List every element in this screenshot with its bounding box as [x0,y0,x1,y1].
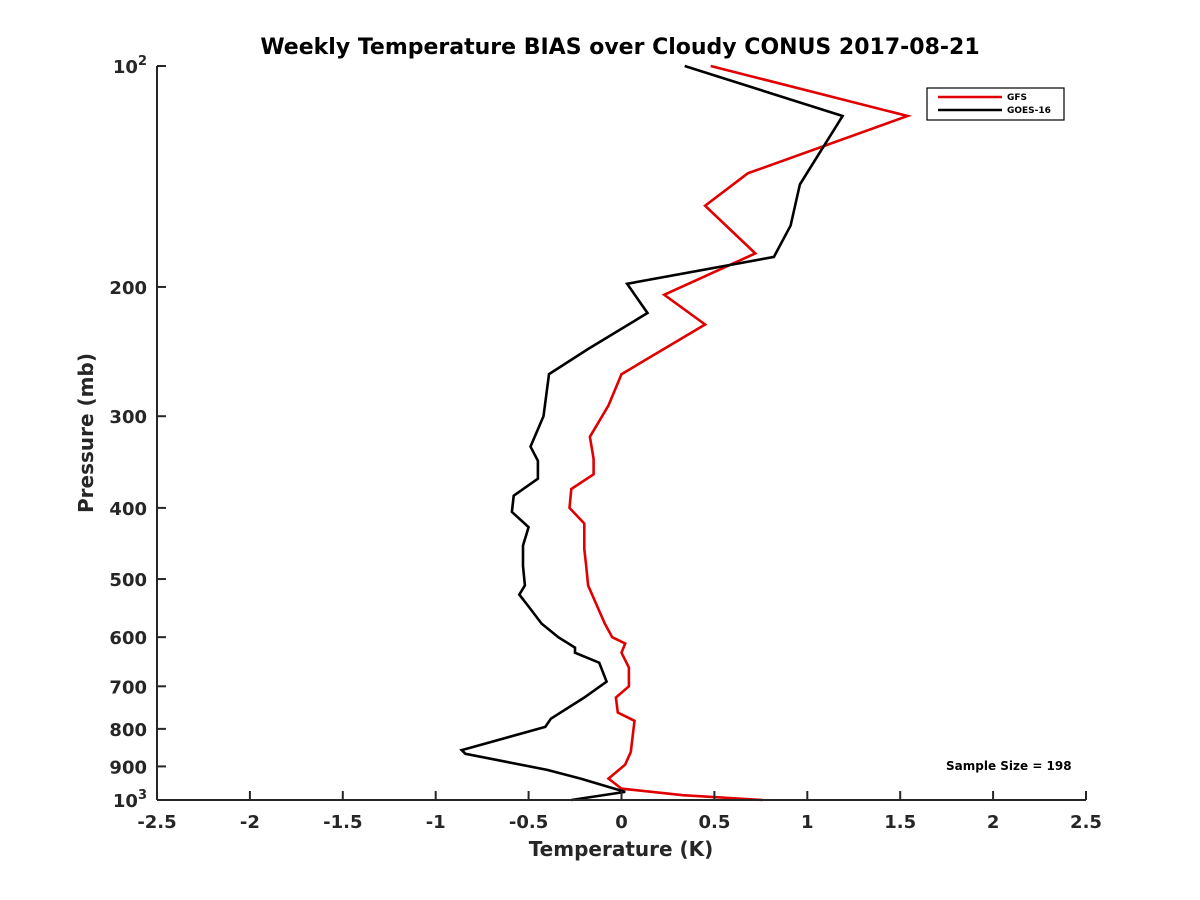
legend: GFS GOES-16 [926,87,1065,121]
y-tick-label: 102 [113,54,147,78]
y-tick-label: 103 [113,788,147,812]
legend-label-goes16: GOES-16 [1007,106,1051,116]
x-tick-label: -0.5 [509,812,548,833]
y-tick-label: 700 [109,677,147,698]
x-tick-label: 2 [987,812,1000,833]
x-tick-label: 1 [801,812,814,833]
x-ticks: -2.5 -2 -1.5 -1 -0.5 0 0.5 1 1.5 2 2.5 [137,791,1102,833]
y-tick-label: 200 [109,278,147,299]
y-tick-label: 600 [109,628,147,649]
chart-title: Weekly Temperature BIAS over Cloudy CONU… [260,35,979,60]
series-line-gfs [568,64,913,802]
y-tick-label: 400 [109,499,147,520]
y-tick-label: 800 [109,720,147,741]
x-tick-label: 1.5 [884,812,916,833]
y-tick-label: 500 [109,570,147,591]
x-axis-label: Temperature (K) [529,837,714,861]
x-tick-label: -1.5 [323,812,362,833]
y-tick-label: 900 [109,757,147,778]
legend-box [926,87,1065,121]
x-tick-label: -2 [240,812,260,833]
x-tick-label: 0.5 [698,812,730,833]
y-tick-label: 300 [109,407,147,428]
series-layer [459,64,913,802]
sample-size-annotation: Sample Size = 198 [946,759,1072,773]
y-axis-label: Pressure (mb) [74,353,98,513]
series-line-goes16 [459,64,845,802]
x-tick-label: 2.5 [1070,812,1102,833]
x-tick-label: -1 [426,812,446,833]
y-ticks: 102 200 300 400 500 600 700 800 900 103 [109,54,166,812]
legend-label-gfs: GFS [1007,93,1027,103]
x-tick-label: 0 [615,812,628,833]
x-tick-label: -2.5 [137,812,176,833]
